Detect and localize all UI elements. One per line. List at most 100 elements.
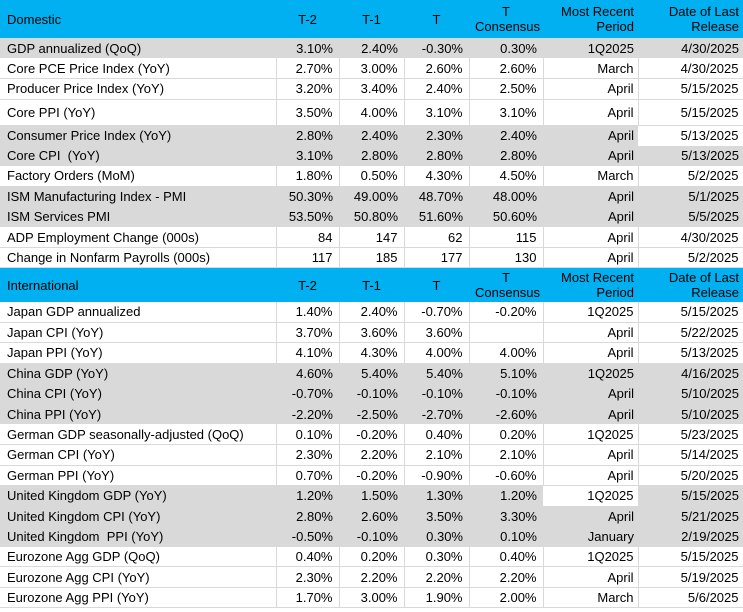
period-cell[interactable]: April: [543, 78, 639, 100]
t1-value-cell[interactable]: 2.60%: [339, 505, 404, 527]
period-cell[interactable]: 1Q2025: [543, 38, 638, 59]
date-cell[interactable]: 5/15/2025: [638, 485, 743, 506]
t1-value-cell[interactable]: 1.50%: [339, 485, 404, 506]
t-value-cell[interactable]: 2.20%: [404, 566, 470, 588]
t2-value-cell[interactable]: 84: [276, 227, 340, 249]
t-value-cell[interactable]: 3.50%: [404, 505, 469, 527]
t1-value-cell[interactable]: 2.40%: [339, 38, 404, 59]
period-cell[interactable]: 1Q2025: [543, 301, 639, 323]
t2-value-cell[interactable]: 3.10%: [276, 145, 339, 166]
period-cell[interactable]: April: [543, 99, 639, 126]
t2-value-cell[interactable]: 1.70%: [276, 587, 340, 609]
row-label-cell[interactable]: China GDP (YoY): [0, 363, 276, 384]
date-cell[interactable]: 4/16/2025: [638, 363, 743, 384]
t1-value-cell[interactable]: 49.00%: [339, 186, 404, 207]
t-value-cell[interactable]: -0.90%: [404, 465, 470, 486]
consensus-value-cell[interactable]: 4.50%: [469, 165, 544, 187]
t-value-cell[interactable]: 62: [404, 227, 470, 249]
row-label-cell[interactable]: Core PPI (YoY): [0, 99, 277, 126]
t1-value-cell[interactable]: 2.20%: [339, 444, 405, 466]
t1-value-cell[interactable]: -2.50%: [339, 403, 404, 425]
date-cell[interactable]: 5/10/2025: [638, 383, 743, 404]
consensus-value-cell[interactable]: [469, 322, 544, 344]
period-cell[interactable]: 1Q2025: [543, 485, 639, 506]
t-value-cell[interactable]: 0.40%: [404, 424, 470, 446]
period-cell[interactable]: April: [543, 206, 638, 228]
consensus-value-cell[interactable]: -0.20%: [469, 301, 544, 323]
t-value-cell[interactable]: -0.70%: [404, 301, 470, 323]
t1-value-cell[interactable]: 3.40%: [339, 78, 405, 100]
consensus-value-cell[interactable]: 2.80%: [469, 145, 543, 166]
t2-value-cell[interactable]: 4.10%: [276, 342, 340, 364]
date-cell[interactable]: 5/1/2025: [638, 186, 743, 207]
period-cell[interactable]: April: [543, 505, 638, 527]
t-value-cell[interactable]: 3.10%: [404, 99, 470, 126]
date-cell[interactable]: 5/15/2025: [638, 546, 743, 568]
row-label-cell[interactable]: German GDP seasonally-adjusted (QoQ): [0, 424, 277, 446]
t2-value-cell[interactable]: 1.40%: [276, 301, 340, 323]
t-value-cell[interactable]: 0.30%: [404, 526, 469, 547]
row-label-cell[interactable]: Factory Orders (MoM): [0, 165, 277, 187]
period-cell[interactable]: April: [543, 145, 638, 166]
t2-value-cell[interactable]: 0.10%: [276, 424, 340, 446]
date-cell[interactable]: 5/14/2025: [638, 444, 743, 466]
consensus-value-cell[interactable]: 2.10%: [469, 444, 544, 466]
period-cell[interactable]: March: [543, 58, 639, 80]
t2-value-cell[interactable]: 2.70%: [276, 58, 340, 80]
date-cell[interactable]: 5/15/2025: [638, 78, 743, 100]
row-label-cell[interactable]: GDP annualized (QoQ): [0, 38, 276, 59]
consensus-value-cell[interactable]: 3.30%: [469, 505, 543, 527]
t-value-cell[interactable]: 4.00%: [404, 342, 470, 364]
row-label-cell[interactable]: Japan PPI (YoY): [0, 342, 277, 364]
row-label-cell[interactable]: United Kingdom CPI (YoY): [0, 505, 276, 527]
date-cell[interactable]: 5/13/2025: [638, 342, 743, 364]
consensus-value-cell[interactable]: 2.00%: [469, 587, 544, 609]
t2-value-cell[interactable]: 117: [276, 247, 340, 269]
row-label-cell[interactable]: Core CPI (YoY): [0, 145, 276, 166]
row-label-cell[interactable]: German PPI (YoY): [0, 465, 277, 486]
date-cell[interactable]: 5/2/2025: [638, 165, 743, 187]
date-cell[interactable]: 4/30/2025: [638, 38, 743, 59]
period-cell[interactable]: April: [543, 403, 638, 425]
t1-value-cell[interactable]: 3.00%: [339, 58, 405, 80]
row-label-cell[interactable]: Producer Price Index (YoY): [0, 78, 277, 100]
t2-value-cell[interactable]: 2.30%: [276, 444, 340, 466]
t-value-cell[interactable]: 2.10%: [404, 444, 470, 466]
t1-value-cell[interactable]: 0.50%: [339, 165, 405, 187]
t1-value-cell[interactable]: 2.40%: [339, 125, 404, 146]
period-cell[interactable]: April: [543, 383, 638, 404]
t-value-cell[interactable]: 51.60%: [404, 206, 469, 228]
consensus-value-cell[interactable]: 2.40%: [469, 125, 543, 146]
date-cell[interactable]: 5/2/2025: [638, 247, 743, 269]
row-label-cell[interactable]: United Kingdom GDP (YoY): [0, 485, 276, 506]
row-label-cell[interactable]: China CPI (YoY): [0, 383, 276, 404]
period-cell[interactable]: January: [543, 526, 638, 547]
consensus-value-cell[interactable]: 2.50%: [469, 78, 544, 100]
t-value-cell[interactable]: 5.40%: [404, 363, 469, 384]
row-label-cell[interactable]: Eurozone Agg CPI (YoY): [0, 566, 277, 588]
t-value-cell[interactable]: 2.30%: [404, 125, 469, 146]
period-cell[interactable]: April: [543, 465, 639, 486]
t-value-cell[interactable]: 4.30%: [404, 165, 470, 187]
t2-value-cell[interactable]: 3.20%: [276, 78, 340, 100]
t2-value-cell[interactable]: -0.50%: [276, 526, 339, 547]
consensus-value-cell[interactable]: -0.60%: [469, 465, 544, 486]
row-label-cell[interactable]: Eurozone Agg PPI (YoY): [0, 587, 277, 609]
date-cell[interactable]: 5/6/2025: [638, 587, 743, 609]
period-cell[interactable]: 1Q2025: [543, 363, 638, 384]
t1-value-cell[interactable]: 3.60%: [339, 322, 405, 344]
t1-value-cell[interactable]: 3.00%: [339, 587, 405, 609]
date-cell[interactable]: 5/19/2025: [638, 566, 743, 588]
t2-value-cell[interactable]: -0.70%: [276, 383, 339, 404]
t2-value-cell[interactable]: 1.80%: [276, 165, 340, 187]
t-value-cell[interactable]: -2.70%: [404, 403, 469, 425]
t-value-cell[interactable]: 0.30%: [404, 546, 470, 568]
row-label-cell[interactable]: China PPI (YoY): [0, 403, 276, 425]
t2-value-cell[interactable]: 3.10%: [276, 38, 339, 59]
row-label-cell[interactable]: Core PCE Price Index (YoY): [0, 58, 277, 80]
date-cell[interactable]: 5/5/2025: [638, 206, 743, 228]
date-cell[interactable]: 5/23/2025: [638, 424, 743, 446]
t1-value-cell[interactable]: 50.80%: [339, 206, 404, 228]
t-value-cell[interactable]: 177: [404, 247, 470, 269]
consensus-value-cell[interactable]: 130: [469, 247, 544, 269]
